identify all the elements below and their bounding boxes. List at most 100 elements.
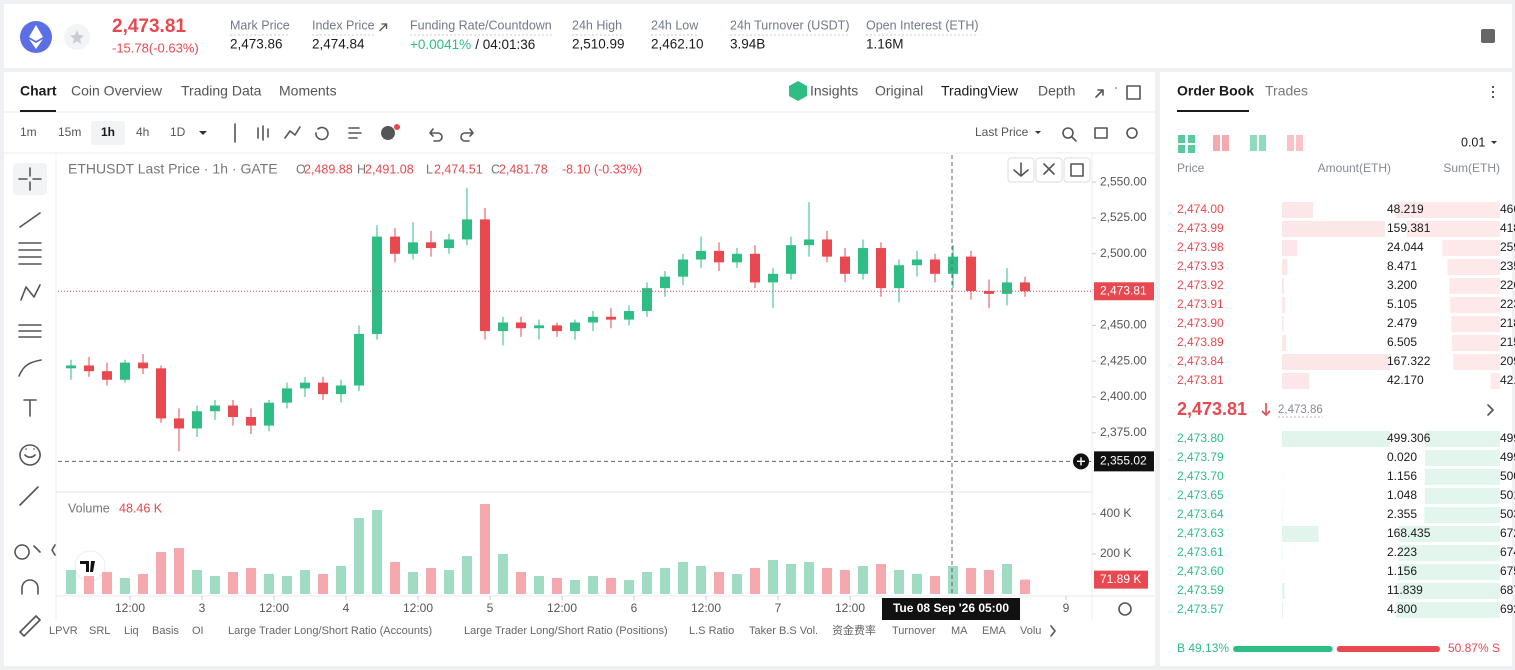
last-price-tag-text: 2,473.81: [1100, 283, 1147, 297]
depth-toggle-both[interactable]: [1178, 135, 1195, 153]
volume-bar: [408, 572, 418, 594]
volume-bar: [390, 562, 400, 594]
drawing-tools[interactable]: [14, 167, 42, 637]
view-tab[interactable]: Original: [875, 83, 923, 99]
panel-icons[interactable]: [1095, 85, 1141, 100]
interval[interactable]: 4h: [136, 125, 149, 139]
indicator-tab[interactable]: Large Trader Long/Short Ratio (Accounts): [228, 625, 432, 637]
indicator-tab[interactable]: SRL: [89, 625, 110, 637]
order-price[interactable]: 2,473.89: [1177, 335, 1224, 349]
layout-icon[interactable]: [1481, 29, 1495, 43]
chart-tab[interactable]: Chart: [20, 83, 57, 99]
order-price[interactable]: 2,473.91: [1177, 297, 1224, 311]
order-amount: 0.020: [1387, 450, 1417, 464]
order-price[interactable]: 2,473.59: [1177, 583, 1224, 597]
indicator-tab[interactable]: Turnover: [892, 625, 936, 637]
indicator-tab[interactable]: Taker B.S Vol.: [749, 625, 818, 637]
volume-bar: [1002, 564, 1012, 594]
precision-select[interactable]: 0.01: [1461, 135, 1485, 149]
order-price[interactable]: 2,473.60: [1177, 564, 1224, 578]
volume-bar: [804, 562, 814, 594]
order-price[interactable]: 2,473.98: [1177, 240, 1224, 254]
indicator-tab[interactable]: LPVR: [49, 625, 78, 637]
order-price[interactable]: 2,473.93: [1177, 259, 1224, 273]
order-price[interactable]: 2,474.00: [1177, 202, 1224, 216]
indicator-tab[interactable]: Basis: [152, 625, 179, 637]
last-price-tag: [1094, 282, 1154, 301]
misc-icons[interactable]: [51, 544, 1132, 637]
depth-toggle-alt[interactable]: [1287, 135, 1303, 151]
order-price[interactable]: 2,473.92: [1177, 278, 1224, 292]
order-price[interactable]: 2,473.63: [1177, 526, 1224, 540]
candle-body: [462, 219, 472, 240]
indicator-tab[interactable]: MA: [951, 625, 968, 637]
volume-bar: [894, 570, 904, 594]
depth-toggle-bids[interactable]: [1250, 135, 1266, 151]
order-price[interactable]: 2,473.57: [1177, 602, 1224, 616]
depth-toggle-asks[interactable]: [1213, 135, 1229, 151]
indicator-tab[interactable]: EMA: [982, 625, 1007, 637]
volume-bar: [426, 568, 436, 594]
more-icon[interactable]: [1492, 86, 1494, 98]
y-tick-label: 2,500.00: [1100, 246, 1147, 260]
amount-depth-bar: [1282, 335, 1287, 351]
ohlc-key: O: [296, 162, 306, 176]
chevron[interactable]: [1487, 404, 1494, 416]
order-amount: 8.471: [1387, 259, 1417, 273]
chart-tab[interactable]: Coin Overview: [71, 83, 163, 99]
sum-depth-bar: [1398, 545, 1500, 561]
order-price[interactable]: 2,473.99: [1177, 221, 1224, 235]
indicator-tab[interactable]: OI: [192, 625, 204, 637]
countdown: / 04:01:36: [475, 37, 535, 52]
candle-body: [138, 362, 148, 369]
indicator-tab[interactable]: L.S Ratio: [689, 625, 734, 637]
ohlc-key: L: [426, 162, 433, 176]
order-price[interactable]: 2,473.79: [1177, 450, 1224, 464]
order-price[interactable]: 2,473.80: [1177, 431, 1224, 445]
order-amount: 6.505: [1387, 335, 1417, 349]
right-toolbar-icons[interactable]: [234, 123, 1138, 143]
order-price[interactable]: 2,473.61: [1177, 545, 1224, 559]
x-tick-label: 3: [199, 601, 206, 615]
volume-value: 48.46 K: [119, 501, 163, 515]
candle-body: [552, 325, 562, 332]
view-tab[interactable]: Insights: [810, 83, 858, 99]
amount-depth-bar: [1282, 526, 1319, 542]
book-tab[interactable]: Trades: [1265, 83, 1308, 99]
x-tick-label: 7: [775, 601, 782, 615]
control-box[interactable]: [1007, 157, 1035, 183]
x-tick-label: 5: [487, 601, 494, 615]
interval[interactable]: 15m: [58, 125, 81, 139]
chart-tab[interactable]: Moments: [279, 83, 337, 99]
volume-bar: [930, 576, 940, 594]
indicator-tab[interactable]: Large Trader Long/Short Ratio (Positions…: [464, 625, 668, 637]
control-box[interactable]: [1035, 157, 1063, 183]
order-price[interactable]: 2,473.90: [1177, 316, 1224, 330]
indicator-tab[interactable]: Liq: [124, 625, 139, 637]
toolbar-icons[interactable]: [257, 125, 362, 141]
x-tick-label: 4: [343, 601, 350, 615]
order-price[interactable]: 2,473.64: [1177, 507, 1224, 521]
book-tab[interactable]: Order Book: [1177, 83, 1254, 99]
chart-controls[interactable]: [1013, 162, 1084, 177]
chart-tab[interactable]: Trading Data: [181, 83, 262, 99]
interval[interactable]: 1h: [101, 125, 115, 139]
order-price[interactable]: 2,473.81: [1177, 373, 1224, 387]
indicator-tab[interactable]: Volu: [1020, 625, 1041, 637]
order-price[interactable]: 2,473.65: [1177, 488, 1224, 502]
interval[interactable]: 1D: [170, 125, 186, 139]
indicator-add-icon[interactable]: [381, 126, 395, 140]
sum-depth-bar: [1424, 431, 1500, 447]
volume-bar: [966, 568, 976, 594]
view-tab[interactable]: TradingView: [941, 83, 1019, 99]
order-price[interactable]: 2,473.70: [1177, 469, 1224, 483]
indicator-tab[interactable]: 资金费率: [832, 623, 876, 637]
view-tab[interactable]: Depth: [1038, 83, 1075, 99]
order-amount: 167.322: [1387, 354, 1431, 368]
undo-redo[interactable]: [429, 128, 474, 142]
interval[interactable]: 1m: [20, 125, 37, 139]
control-box[interactable]: [1063, 157, 1091, 183]
candle-body: [156, 368, 166, 419]
order-price[interactable]: 2,473.84: [1177, 354, 1224, 368]
price-source[interactable]: Last Price: [975, 125, 1029, 139]
